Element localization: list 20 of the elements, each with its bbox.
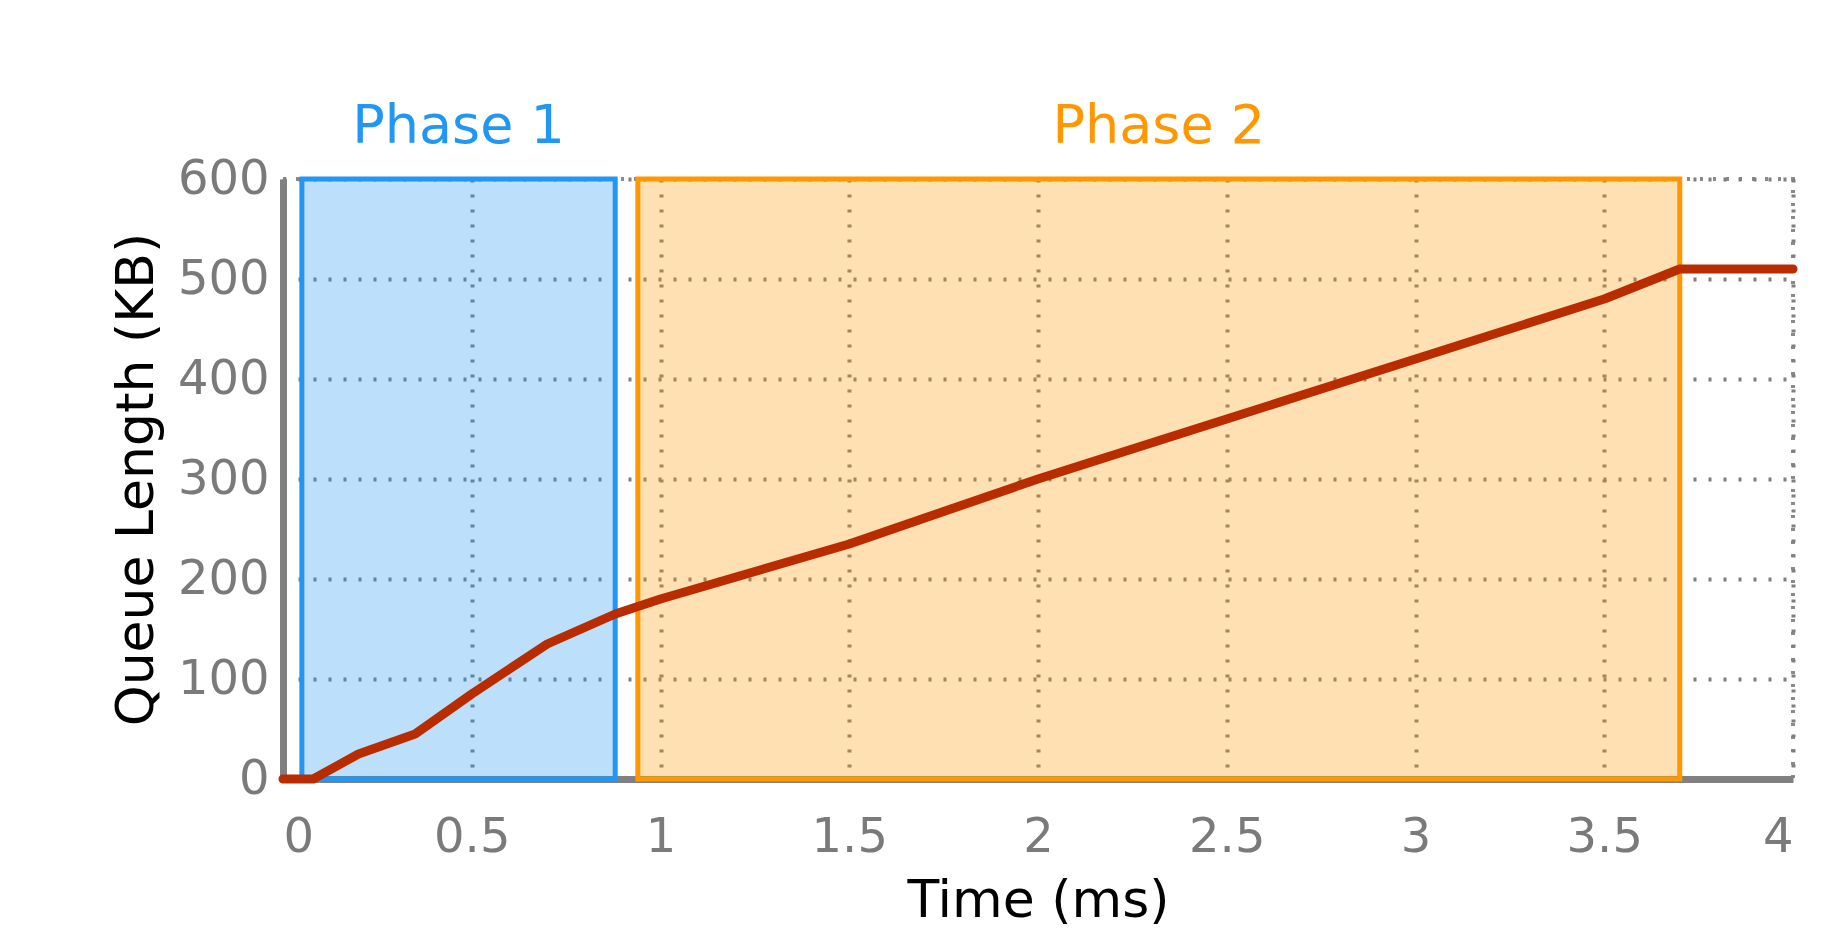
band-label: Phase 1 bbox=[352, 93, 565, 156]
y-tick-label: 500 bbox=[177, 248, 270, 305]
y-tick-label: 400 bbox=[177, 348, 270, 405]
x-axis-title: Time (ms) bbox=[906, 868, 1170, 929]
x-tick-label: 3 bbox=[1400, 806, 1432, 863]
y-tick-label: 300 bbox=[177, 448, 270, 505]
y-tick-label: 200 bbox=[177, 548, 270, 605]
y-tick-label: 100 bbox=[177, 648, 270, 705]
y-tick-label: 0 bbox=[238, 748, 270, 805]
x-tick-label: 3.5 bbox=[1566, 806, 1643, 863]
x-tick-label: 1.5 bbox=[811, 806, 888, 863]
x-tick-label: 4 bbox=[1762, 806, 1794, 863]
x-tick-label: 2 bbox=[1023, 806, 1054, 863]
x-tick-label: 2.5 bbox=[1189, 806, 1266, 863]
band-label: Phase 2 bbox=[1052, 93, 1266, 156]
y-tick-label: 600 bbox=[177, 148, 270, 205]
x-tick-label: 1 bbox=[645, 806, 677, 863]
x-tick-label: 0 bbox=[283, 806, 315, 863]
x-tick-label: 0.5 bbox=[434, 806, 511, 863]
y-axis-title: Queue Length (KB) bbox=[104, 232, 165, 727]
